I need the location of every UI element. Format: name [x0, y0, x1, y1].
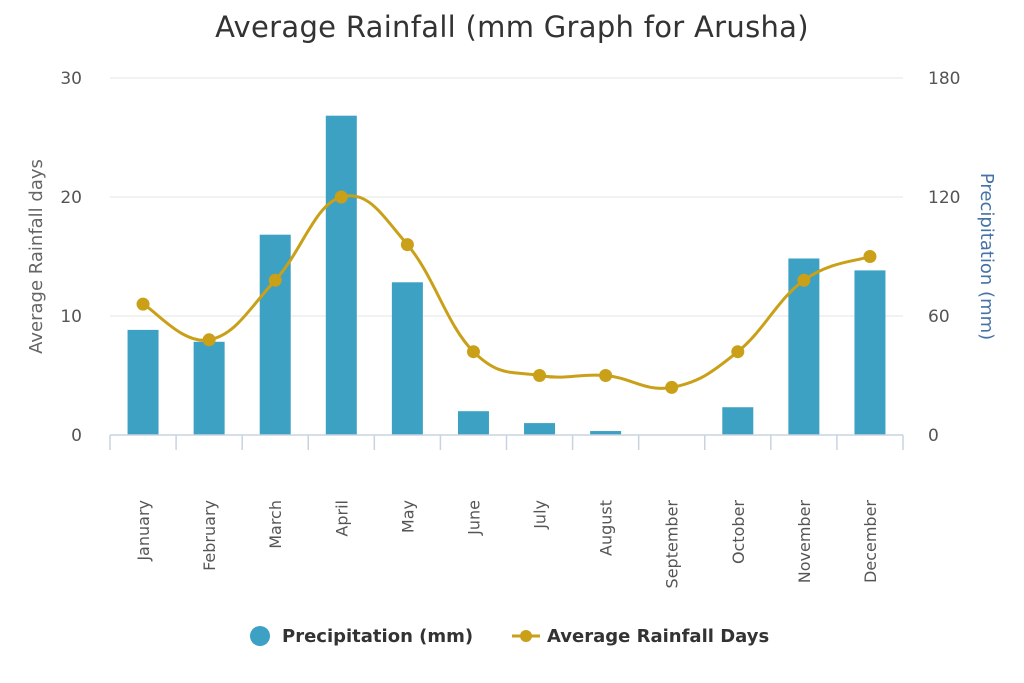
right-axis-title: Precipitation (mm) — [976, 173, 997, 340]
category-label: March — [266, 500, 285, 549]
chart-title: Average Rainfall (mm Graph for Arusha) — [215, 10, 809, 44]
rainfall-days-point[interactable] — [599, 369, 613, 382]
rainfall-days-point[interactable] — [202, 333, 216, 347]
left-tick-label: 30 — [60, 69, 82, 89]
left-tick-label: 10 — [60, 307, 82, 327]
gridlines — [110, 77, 903, 317]
category-label: February — [200, 500, 219, 571]
rainfall-days-line — [142, 194, 871, 390]
precipitation-bar[interactable] — [524, 423, 556, 435]
rainfall-days-point[interactable] — [797, 273, 811, 287]
category-label: September — [663, 500, 682, 589]
rainfall-days-point[interactable] — [136, 297, 150, 311]
category-label: May — [398, 500, 417, 533]
rainfall-days-point[interactable] — [533, 369, 547, 382]
line-series — [136, 190, 877, 394]
category-label: August — [597, 500, 616, 556]
category-label: December — [861, 500, 880, 583]
precipitation-bar[interactable] — [457, 411, 489, 435]
category-label: June — [464, 500, 483, 536]
category-label: January — [134, 500, 153, 562]
right-tick-label: 120 — [928, 188, 960, 208]
rainfall-days-point[interactable] — [731, 345, 745, 359]
precipitation-bar[interactable] — [193, 341, 225, 435]
precipitation-bar[interactable] — [854, 270, 886, 435]
rainfall-days-point[interactable] — [863, 250, 877, 263]
rainfall-days-point[interactable] — [400, 238, 414, 252]
right-tick-label: 0 — [928, 426, 939, 446]
left-axis-title: Average Rainfall days — [26, 159, 47, 354]
right-tick-label: 60 — [928, 307, 950, 327]
legend[interactable]: Precipitation (mm) Average Rainfall Days — [250, 626, 769, 647]
rainfall-days-point[interactable] — [665, 380, 679, 394]
left-tick-label: 0 — [71, 426, 82, 446]
right-y-axis: 0 60 120 180 Precipitation (mm) — [928, 69, 997, 446]
precipitation-bar[interactable] — [590, 431, 622, 435]
rainfall-days-point[interactable] — [268, 273, 282, 287]
category-label: October — [729, 500, 748, 564]
x-axis: January February March April May June July Augu… — [109, 434, 904, 589]
left-tick-label: 20 — [60, 188, 82, 208]
precipitation-bar[interactable] — [127, 329, 159, 435]
rainfall-days-legend-icon[interactable] — [520, 630, 532, 642]
precipitation-bar[interactable] — [325, 115, 357, 435]
rainfall-days-point[interactable] — [334, 190, 348, 204]
right-tick-label: 180 — [928, 69, 960, 89]
bar-series — [127, 115, 886, 435]
precipitation-legend-icon[interactable] — [250, 626, 270, 646]
precipitation-legend-label[interactable]: Precipitation (mm) — [282, 626, 473, 647]
category-label: July — [531, 500, 550, 530]
rainfall-days-point[interactable] — [466, 345, 480, 359]
precipitation-bar[interactable] — [722, 407, 754, 435]
rainfall-days-legend-label[interactable]: Average Rainfall Days — [547, 626, 769, 647]
category-label: November — [795, 500, 814, 584]
precipitation-bar[interactable] — [391, 282, 423, 435]
category-label: April — [332, 500, 351, 537]
left-y-axis: 0 10 20 30 Average Rainfall days — [26, 69, 82, 446]
